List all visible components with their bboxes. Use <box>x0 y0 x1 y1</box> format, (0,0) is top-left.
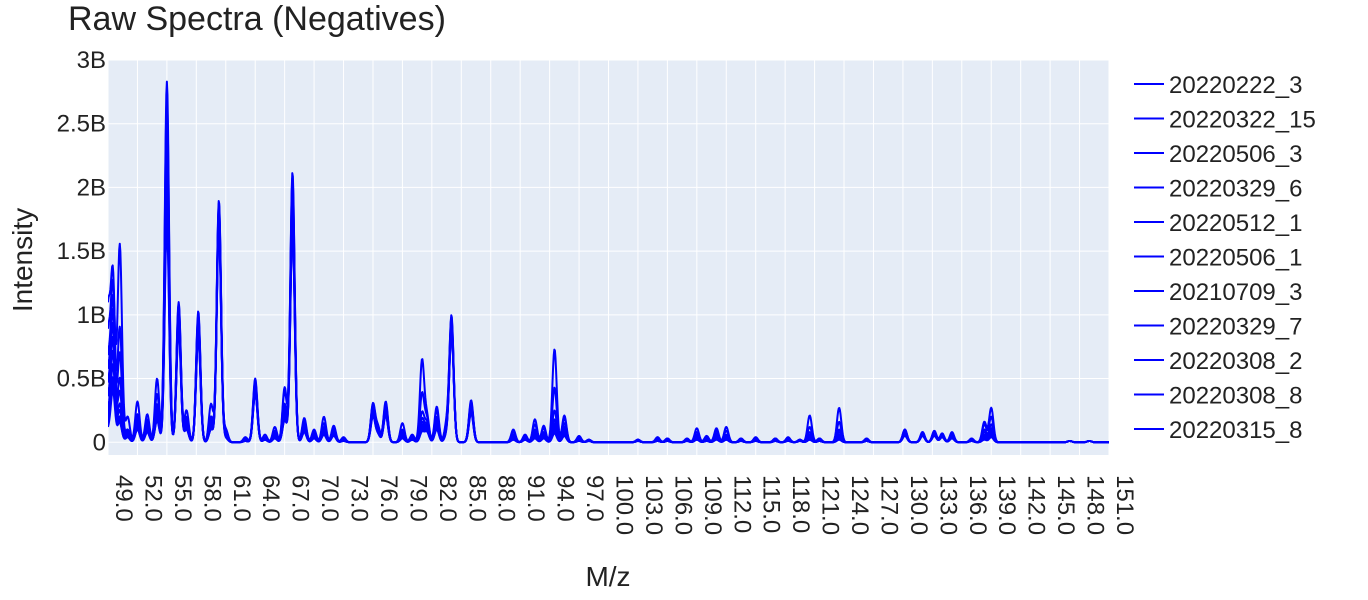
y-tick-label: 0 <box>93 429 106 456</box>
x-tick-label: 151.0 <box>1111 475 1138 535</box>
legend-item[interactable]: 20220329_7 <box>1134 314 1302 341</box>
x-tick-label: 103.0 <box>640 475 667 535</box>
legend-label: 20220329_6 <box>1169 176 1302 203</box>
x-tick-label: 79.0 <box>404 475 431 522</box>
x-axis-title: M/z <box>585 561 630 592</box>
y-axis-ticks: 0 0.5B 1B 1.5B 2B 2.5B 3B <box>57 47 106 456</box>
x-tick-label: 130.0 <box>905 475 932 535</box>
x-tick-label: 70.0 <box>316 475 343 522</box>
x-tick-label: 136.0 <box>964 475 991 535</box>
legend-label: 20220315_8 <box>1169 417 1302 444</box>
y-tick-label: 1B <box>77 302 106 329</box>
spectra-traces <box>108 80 1109 444</box>
x-tick-label: 148.0 <box>1082 475 1109 535</box>
legend-label: 20220329_7 <box>1169 314 1302 341</box>
x-tick-label: 112.0 <box>728 475 755 533</box>
y-tick-label: 2.5B <box>57 111 106 138</box>
legend-item[interactable]: 20220308_8 <box>1134 383 1302 410</box>
y-tick-label: 3B <box>77 47 106 74</box>
plot-area[interactable] <box>107 59 1110 455</box>
x-tick-label: 91.0 <box>522 475 549 522</box>
x-tick-label: 106.0 <box>669 475 696 535</box>
x-tick-label: 142.0 <box>1023 475 1050 535</box>
legend-label: 20220506_1 <box>1169 245 1302 272</box>
x-tick-label: 64.0 <box>257 475 284 522</box>
legend-label: 20220222_3 <box>1169 72 1302 99</box>
x-tick-label: 115.0 <box>758 475 785 533</box>
legend[interactable]: 20220222_3 20220322_15 20220506_3 20220329_… <box>1134 72 1316 444</box>
x-tick-label: 133.0 <box>934 475 961 535</box>
x-tick-label: 85.0 <box>463 475 490 522</box>
legend-item[interactable]: 20220222_3 <box>1134 72 1302 99</box>
legend-item[interactable]: 20220506_3 <box>1134 141 1302 168</box>
chart-title: Raw Spectra (Negatives) <box>68 0 446 38</box>
legend-item[interactable]: 20220512_1 <box>1134 210 1302 237</box>
x-tick-label: 82.0 <box>434 475 461 522</box>
x-tick-label: 58.0 <box>198 475 225 522</box>
legend-item[interactable]: 20220322_15 <box>1134 107 1316 134</box>
x-tick-label: 94.0 <box>552 475 579 522</box>
legend-label: 20220322_15 <box>1169 107 1316 134</box>
x-tick-label: 118.0 <box>787 475 814 533</box>
x-tick-label: 52.0 <box>139 475 166 522</box>
legend-label: 20220308_8 <box>1169 383 1302 410</box>
legend-item[interactable]: 20220506_1 <box>1134 245 1302 272</box>
legend-item[interactable]: 20220329_6 <box>1134 176 1302 203</box>
legend-label: 20210709_3 <box>1169 279 1302 306</box>
legend-item[interactable]: 20210709_3 <box>1134 279 1302 306</box>
x-tick-label: 139.0 <box>993 475 1020 535</box>
x-tick-label: 109.0 <box>699 475 726 535</box>
legend-label: 20220512_1 <box>1169 210 1302 237</box>
x-tick-label: 55.0 <box>169 475 196 522</box>
y-axis-title: Intensity <box>7 208 38 312</box>
x-tick-label: 124.0 <box>846 475 873 535</box>
legend-label: 20220506_3 <box>1169 141 1302 168</box>
legend-item[interactable]: 20220315_8 <box>1134 417 1302 444</box>
x-tick-label: 100.0 <box>611 475 638 535</box>
legend-label: 20220308_2 <box>1169 348 1302 375</box>
y-tick-label: 1.5B <box>57 238 106 265</box>
y-tick-label: 0.5B <box>57 366 106 393</box>
x-tick-label: 61.0 <box>228 475 255 522</box>
x-tick-label: 145.0 <box>1052 475 1079 535</box>
x-tick-label: 67.0 <box>287 475 314 522</box>
x-tick-label: 73.0 <box>346 475 373 522</box>
x-tick-label: 121.0 <box>817 475 844 535</box>
x-tick-label: 88.0 <box>493 475 520 522</box>
x-tick-label: 127.0 <box>875 475 902 535</box>
spectrum-line-20220315_8 <box>108 224 1109 444</box>
legend-item[interactable]: 20220308_2 <box>1134 348 1302 375</box>
x-tick-label: 76.0 <box>375 475 402 522</box>
x-tick-label: 97.0 <box>581 475 608 522</box>
x-tick-label: 49.0 <box>110 475 137 522</box>
y-tick-label: 2B <box>77 174 106 201</box>
x-axis-ticks: 49.0 52.0 55.0 58.0 61.0 64.0 67.0 70.0 73.0 76.0… <box>110 475 1138 535</box>
